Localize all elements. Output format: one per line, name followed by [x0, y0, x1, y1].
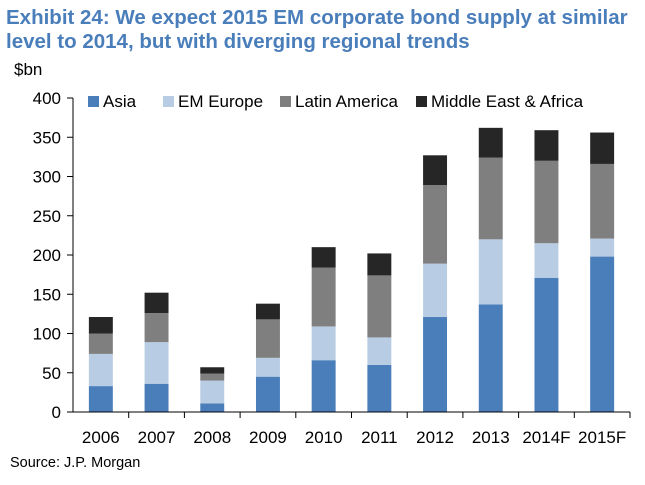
bar-segment: [200, 367, 225, 374]
bar-segment: [590, 163, 615, 239]
bar-segment: [144, 342, 169, 384]
y-tick-label: 100: [33, 325, 61, 344]
legend-label: Asia: [103, 92, 137, 111]
bar-segment: [200, 373, 225, 381]
legend-label: Latin America: [295, 92, 399, 111]
legend: Asia EM Europe Latin America Middle East & …: [88, 92, 584, 111]
bar-segment: [423, 317, 448, 412]
y-tick-label: 350: [33, 128, 61, 147]
bar-segment: [200, 380, 225, 404]
x-axis: 2006 2007 2008 2009 2010 2011 2012 2013 2014F 201…: [73, 411, 631, 447]
bar-segment: [367, 337, 392, 365]
bar-segment: [255, 357, 280, 377]
bar-segment: [367, 275, 392, 338]
bar-segment: [423, 155, 448, 186]
x-tick-label: 2010: [305, 428, 343, 447]
bar-segment: [311, 267, 336, 327]
bar-segment: [478, 239, 503, 305]
y-tick-label: 300: [33, 168, 61, 187]
bar-segment: [200, 403, 225, 412]
bar-segment: [144, 383, 169, 412]
chart-title-line-1: Exhibit 24: We expect 2015 EM corporate …: [6, 6, 628, 29]
bar-segment: [311, 360, 336, 412]
legend-swatch: [163, 96, 174, 107]
y-tick-label: 250: [33, 207, 61, 226]
bar-segment: [255, 319, 280, 358]
bars: [88, 127, 615, 412]
y-tick-label: 400: [33, 89, 61, 108]
legend-swatch: [88, 96, 99, 107]
bar-segment: [88, 317, 113, 334]
bar-segment: [255, 303, 280, 320]
x-tick-label: 2007: [138, 428, 176, 447]
y-tick-label: 200: [33, 246, 61, 265]
bar-segment: [311, 247, 336, 268]
bar-segment: [534, 243, 559, 278]
bar-segment: [367, 364, 392, 412]
bar-segment: [534, 130, 559, 161]
x-tick-label: 2015F: [578, 428, 626, 447]
bar-segment: [144, 313, 169, 343]
bar-segment: [423, 185, 448, 264]
bar-segment: [478, 157, 503, 240]
bar-segment: [88, 333, 113, 354]
bar-segment: [367, 253, 392, 276]
source-note: Source: J.P. Morgan: [10, 455, 141, 471]
x-tick-label: 2013: [472, 428, 510, 447]
bar-segment: [255, 376, 280, 412]
bar-segment: [590, 256, 615, 412]
bar-segment: [478, 304, 503, 412]
x-tick-label: 2009: [249, 428, 287, 447]
chart-title-line-2: level to 2014, but with diverging region…: [6, 30, 470, 53]
y-tick-label: 50: [42, 364, 61, 383]
x-tick-label: 2012: [416, 428, 454, 447]
legend-swatch: [416, 96, 427, 107]
legend-label: Middle East & Africa: [431, 92, 584, 111]
bar-segment: [311, 326, 336, 361]
x-tick-label: 2008: [193, 428, 231, 447]
bar-segment: [88, 353, 113, 387]
y-axis-unit-label: $bn: [14, 60, 43, 79]
y-axis: 0 50 100 150 200 250 300 350 400: [33, 89, 74, 422]
bar-segment: [590, 238, 615, 257]
legend-label: EM Europe: [178, 92, 263, 111]
legend-swatch: [280, 96, 291, 107]
bar-segment: [478, 127, 503, 158]
x-tick-label: 2011: [361, 428, 398, 447]
y-tick-label: 150: [33, 285, 61, 304]
bar-segment: [534, 160, 559, 244]
bar-segment: [88, 386, 113, 412]
chart-title: Exhibit 24: We expect 2015 EM corporate …: [6, 6, 636, 54]
bar-segment: [590, 132, 615, 164]
bar-segment: [534, 277, 559, 412]
bar-segment: [423, 263, 448, 318]
y-tick-label: 0: [52, 403, 61, 422]
x-tick-label: 2014F: [522, 428, 570, 447]
x-tick-label: 2006: [82, 428, 120, 447]
bar-segment: [144, 292, 169, 314]
